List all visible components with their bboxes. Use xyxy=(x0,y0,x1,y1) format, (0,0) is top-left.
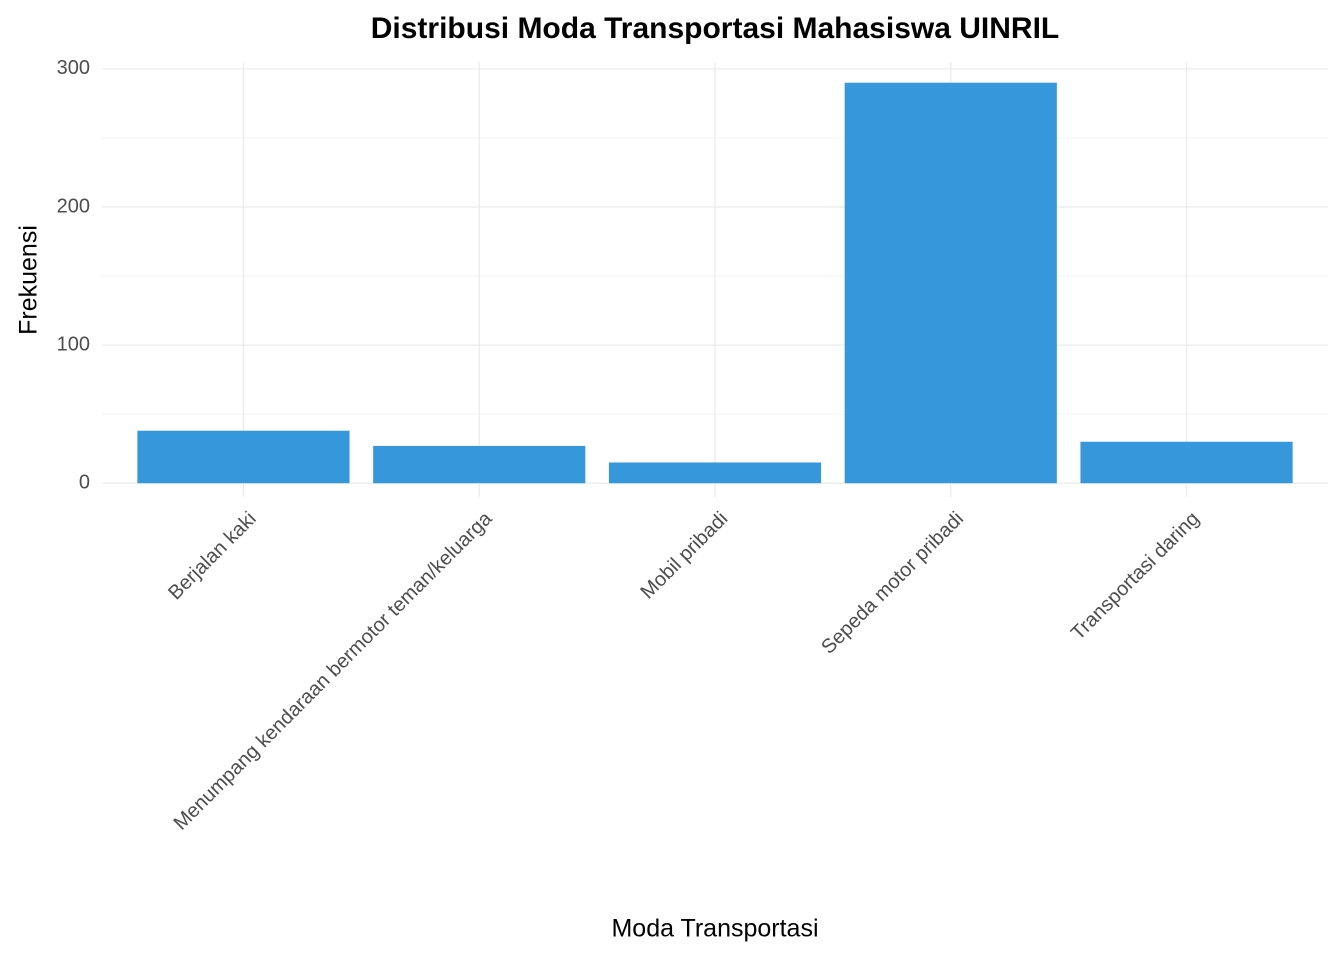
x-tick-label: Sepeda motor pribadi xyxy=(817,508,968,659)
bar xyxy=(373,445,586,484)
bar xyxy=(1080,441,1293,484)
y-tick-label: 0 xyxy=(79,471,90,493)
chart-title: Distribusi Moda Transportasi Mahasiswa U… xyxy=(371,12,1059,45)
y-axis-label: Frekuensi xyxy=(15,225,43,335)
bar xyxy=(137,430,350,484)
x-tick-label: Mobil pribadi xyxy=(637,508,733,604)
x-axis-label: Moda Transportasi xyxy=(611,915,818,943)
x-tick-label: Transportasi daring xyxy=(1067,508,1204,645)
y-tick-label: 200 xyxy=(57,195,90,217)
bar xyxy=(844,82,1057,484)
y-tick-label: 300 xyxy=(57,57,90,79)
bar xyxy=(608,462,822,484)
y-tick-label: 100 xyxy=(57,333,90,355)
x-tick-label: Berjalan kaki xyxy=(164,508,261,605)
